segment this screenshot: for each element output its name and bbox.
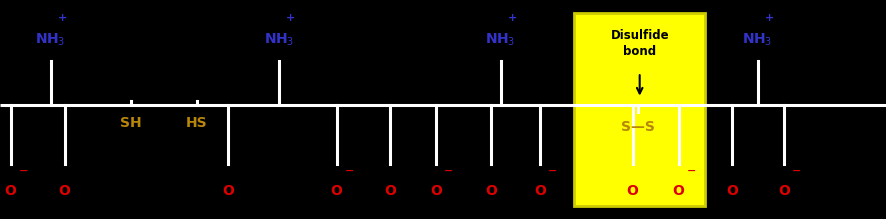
Text: +: + <box>765 12 773 23</box>
Text: −: − <box>792 166 801 176</box>
Text: NH$_3$: NH$_3$ <box>264 31 294 48</box>
Text: O: O <box>4 184 17 198</box>
Text: +: + <box>508 12 517 23</box>
Text: −: − <box>345 166 354 176</box>
Text: −: − <box>687 166 696 176</box>
Text: O: O <box>778 184 790 198</box>
Text: HS: HS <box>186 116 207 130</box>
Text: −: − <box>19 166 27 176</box>
Text: O: O <box>534 184 547 198</box>
Text: NH$_3$: NH$_3$ <box>486 31 516 48</box>
Text: O: O <box>222 184 234 198</box>
Text: NH$_3$: NH$_3$ <box>35 31 66 48</box>
Text: O: O <box>485 184 497 198</box>
Bar <box>574 13 705 206</box>
Text: Disulfide
bond: Disulfide bond <box>610 29 669 58</box>
Text: S—S: S—S <box>621 120 655 134</box>
Text: O: O <box>672 184 685 198</box>
Text: O: O <box>726 184 738 198</box>
Text: O: O <box>330 184 343 198</box>
Text: −: − <box>548 166 557 176</box>
Text: O: O <box>430 184 442 198</box>
Text: O: O <box>58 184 71 198</box>
Text: O: O <box>384 184 396 198</box>
Text: +: + <box>286 12 295 23</box>
Text: +: + <box>58 12 66 23</box>
Text: O: O <box>626 184 639 198</box>
Text: −: − <box>444 166 453 176</box>
Text: SH: SH <box>120 116 142 130</box>
Text: NH$_3$: NH$_3$ <box>742 31 773 48</box>
